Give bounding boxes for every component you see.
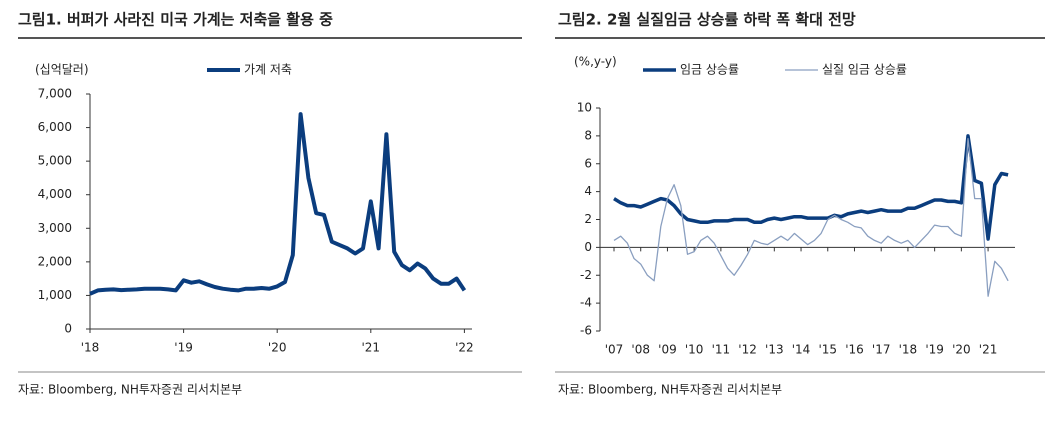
chart-title: 그림1. 버퍼가 사라진 미국 가계는 저축을 활용 중 (18, 11, 333, 29)
y-tick-label: 1,000 (38, 288, 72, 302)
y-tick-label: 10 (577, 101, 592, 115)
x-tick-label: '09 (658, 343, 677, 357)
y-tick-label: -6 (580, 324, 592, 338)
x-tick-label: '17 (872, 343, 891, 357)
y-tick-label: 6 (584, 156, 592, 170)
y-tick-label: 0 (584, 240, 592, 254)
x-tick-label: '22 (455, 341, 474, 355)
x-tick-label: '10 (685, 343, 704, 357)
y-tick-label: 4,000 (38, 187, 72, 201)
y-tick-label: -2 (580, 268, 592, 282)
y-axis-label: (십억달러) (35, 63, 89, 77)
y-tick-label: 3,000 (38, 221, 72, 235)
y-axis-label: (%,y-y) (574, 55, 617, 69)
y-tick-label: 5,000 (38, 154, 72, 168)
legend-label: 실질 임금 상승률 (822, 63, 907, 77)
series-line (613, 138, 1009, 297)
x-tick-label: '13 (765, 343, 784, 357)
x-tick-label: '14 (792, 343, 811, 357)
source: 자료: Bloomberg, NH투자증권 리서치본부 (18, 383, 242, 397)
source: 자료: Bloomberg, NH투자증권 리서치본부 (558, 383, 782, 397)
chart-title: 그림2. 2월 실질임금 상승률 하락 폭 확대 전망 (558, 11, 856, 29)
x-tick-label: '21 (362, 341, 381, 355)
x-tick-label: '18 (81, 341, 100, 355)
x-tick-label: '08 (631, 343, 650, 357)
x-tick-label: '21 (979, 343, 998, 357)
series-line (89, 112, 467, 296)
x-tick-label: '19 (174, 341, 193, 355)
y-tick-label: 7,000 (38, 87, 72, 101)
x-tick-label: '20 (952, 343, 971, 357)
x-tick-label: '15 (818, 343, 837, 357)
series-line (613, 134, 1009, 241)
y-tick-label: 8 (584, 128, 592, 142)
x-tick-label: '16 (845, 343, 864, 357)
x-tick-label: '18 (899, 343, 918, 357)
x-tick-label: '20 (268, 341, 287, 355)
x-tick-label: '11 (712, 343, 731, 357)
x-tick-label: '19 (925, 343, 944, 357)
y-tick-label: -4 (580, 296, 592, 310)
y-tick-label: 4 (584, 184, 592, 198)
y-tick-label: 2,000 (38, 254, 72, 268)
y-tick-label: 0 (64, 322, 72, 336)
x-tick-label: '07 (605, 343, 624, 357)
legend-label: 임금 상승률 (680, 63, 739, 77)
x-tick-label: '12 (738, 343, 757, 357)
y-tick-label: 2 (584, 212, 592, 226)
y-tick-label: 6,000 (38, 120, 72, 134)
legend-label: 가계 저축 (244, 63, 292, 77)
